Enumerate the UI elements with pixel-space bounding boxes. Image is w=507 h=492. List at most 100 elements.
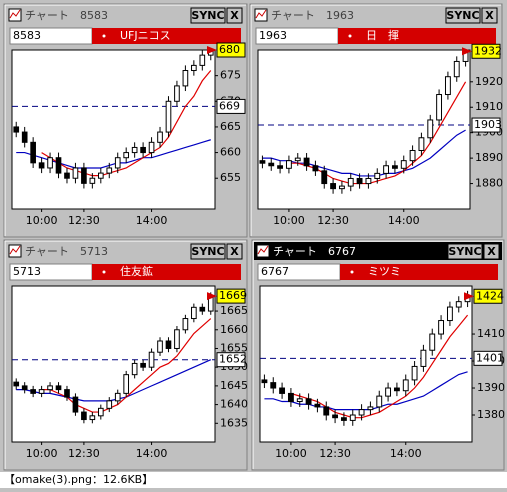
name-bar xyxy=(92,28,241,44)
y-tick-label: 655 xyxy=(220,171,241,184)
name-bar xyxy=(92,264,241,280)
candle-body xyxy=(174,329,180,349)
last-price-box xyxy=(216,288,246,304)
last-price-box xyxy=(471,43,501,59)
close-button[interactable] xyxy=(481,7,498,24)
ref-price-box xyxy=(216,98,246,114)
ref-price-box xyxy=(473,350,503,366)
candle-body xyxy=(411,365,418,381)
candle-body xyxy=(140,362,146,368)
candle-body xyxy=(400,160,407,169)
ref-price-label: 1652 xyxy=(219,353,247,366)
last-price-arrow xyxy=(464,292,474,301)
candle-body xyxy=(279,387,286,394)
candle-body xyxy=(429,333,436,351)
candle-body xyxy=(259,160,266,164)
status-bar xyxy=(0,472,507,488)
candle-body xyxy=(418,137,425,151)
plot-area xyxy=(259,285,473,443)
title-bar xyxy=(254,242,502,260)
last-price-label: 1669 xyxy=(219,289,247,302)
y-tick-label: 1410 xyxy=(477,327,505,340)
sync-button[interactable] xyxy=(190,243,226,260)
candle-body xyxy=(420,349,427,367)
candle-body xyxy=(140,146,146,154)
code-text: 8583 xyxy=(13,29,41,42)
name-bar xyxy=(338,28,496,44)
candle-body xyxy=(191,306,197,320)
ref-price-label: 669 xyxy=(219,99,240,112)
status-text: 【omake(3).png：12.6KB】 xyxy=(4,473,153,486)
close-label: X xyxy=(230,245,239,258)
candle-body xyxy=(55,157,62,174)
candle-body xyxy=(89,177,96,184)
window-code: 1963 xyxy=(326,9,354,22)
window-icon-line xyxy=(9,9,21,19)
candle-body xyxy=(47,385,53,391)
candle-body xyxy=(261,379,268,384)
candle-body xyxy=(21,385,28,391)
x-tick-label: 10:00 xyxy=(26,214,58,227)
candle-body xyxy=(47,157,53,169)
candle-body xyxy=(321,170,328,185)
title-bar xyxy=(252,6,500,24)
moving-average-short xyxy=(41,70,212,177)
close-button[interactable] xyxy=(226,243,243,260)
code-text: 5713 xyxy=(13,265,41,278)
candle-body xyxy=(402,379,409,392)
candle-body xyxy=(114,157,121,169)
window-title: チャート xyxy=(273,245,317,258)
sync-button[interactable] xyxy=(445,7,481,24)
close-button[interactable] xyxy=(483,243,500,260)
y-tick-label: 1645 xyxy=(220,379,248,392)
candle-body xyxy=(123,152,130,159)
x-tick-label: 10:00 xyxy=(26,447,58,460)
x-tick-label: 12:30 xyxy=(319,447,351,460)
moving-average-long xyxy=(16,359,212,402)
sync-label: SYNC xyxy=(448,245,481,258)
sync-button[interactable] xyxy=(447,243,483,260)
candle-body xyxy=(157,131,163,143)
x-tick-label: 14:00 xyxy=(390,447,422,460)
close-button[interactable] xyxy=(226,7,243,24)
stock-name: ミツミ xyxy=(368,265,401,278)
y-tick-label: 1660 xyxy=(220,323,248,336)
candle-body xyxy=(332,414,339,419)
y-tick-label: 1910 xyxy=(475,100,503,113)
candle-body xyxy=(365,177,372,185)
candle-body xyxy=(409,149,416,162)
name-bullet xyxy=(102,270,106,274)
window-icon-line xyxy=(9,245,21,255)
candle-body xyxy=(323,406,330,416)
candle-body xyxy=(338,185,345,190)
y-tick-label: 660 xyxy=(220,146,241,159)
y-tick-label: 1665 xyxy=(220,304,248,317)
candle-body xyxy=(436,94,443,121)
candle-body xyxy=(106,400,113,409)
y-tick-label: 1390 xyxy=(477,381,505,394)
y-tick-label: 665 xyxy=(220,120,241,133)
ref-price-box xyxy=(471,117,501,133)
x-tick-label: 12:30 xyxy=(68,447,100,460)
last-price-box xyxy=(216,42,246,58)
candle-body xyxy=(38,389,45,394)
candle-body xyxy=(165,340,172,349)
name-bullet xyxy=(102,34,106,38)
candle-body xyxy=(340,417,347,421)
sync-button[interactable] xyxy=(190,7,226,24)
window-title: チャート xyxy=(271,9,315,22)
candle-body xyxy=(72,396,79,413)
last-price-label: 1424 xyxy=(476,289,504,302)
candle-body xyxy=(294,157,301,162)
x-tick-label: 12:30 xyxy=(68,214,100,227)
candle-body xyxy=(314,403,321,408)
moving-average-long xyxy=(264,371,468,411)
candle-body xyxy=(30,141,36,164)
moving-average-short xyxy=(41,318,212,413)
candle-body xyxy=(89,415,96,421)
last-price-arrow xyxy=(207,46,217,54)
candle-body xyxy=(391,165,398,169)
candle-body xyxy=(383,165,390,174)
window-title: チャート xyxy=(25,245,69,258)
